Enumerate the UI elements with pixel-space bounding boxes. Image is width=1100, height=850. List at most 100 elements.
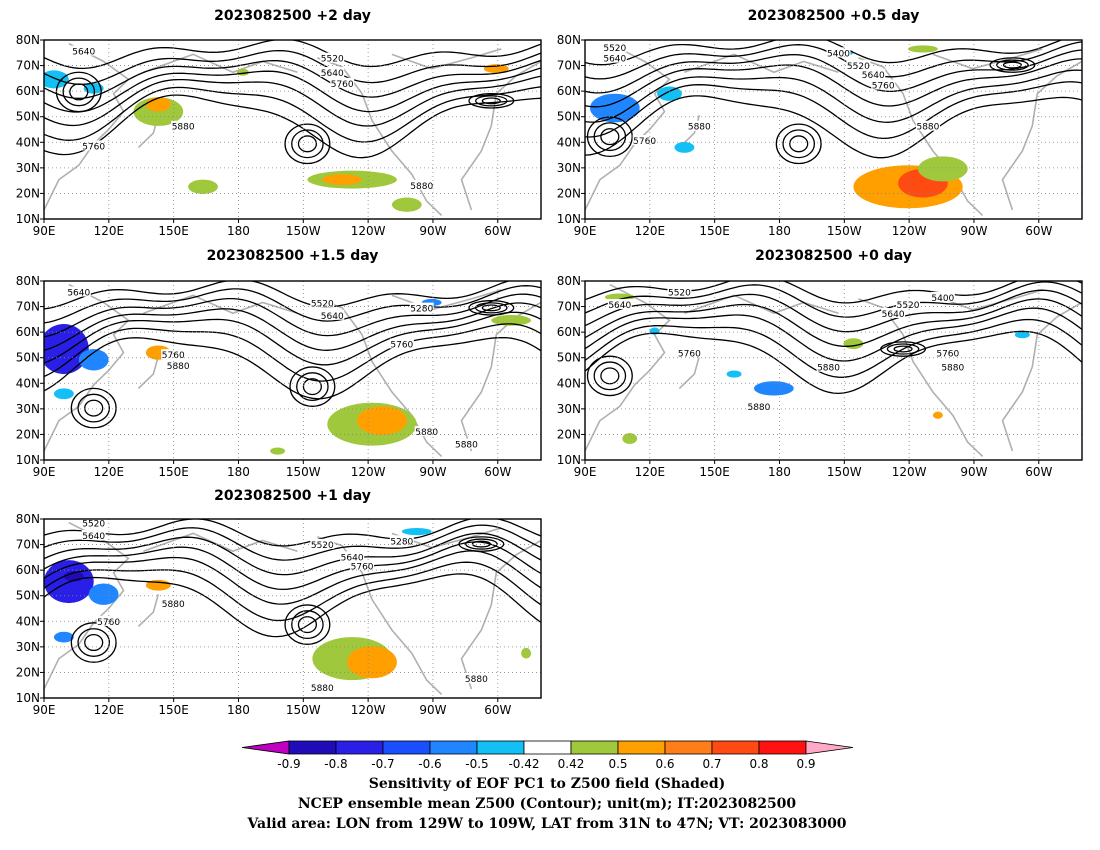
contour-label: 5280 bbox=[390, 537, 413, 547]
lon-tick-label: 120W bbox=[351, 224, 386, 238]
colorbar-swatch bbox=[288, 740, 337, 755]
gridlines bbox=[585, 281, 1082, 460]
lon-tick-label: 90E bbox=[574, 465, 597, 479]
gridlines bbox=[585, 40, 1082, 219]
contour-label: 5880 bbox=[916, 123, 939, 133]
lon-tick-label: 150W bbox=[827, 224, 862, 238]
contour-label: 5640 bbox=[321, 69, 344, 79]
sensitivity-shading bbox=[44, 298, 532, 455]
lon-tick-label: 90E bbox=[33, 224, 56, 238]
sensitivity-shading bbox=[589, 45, 968, 209]
contour-label: 5640 bbox=[67, 289, 90, 299]
contour-label: 5880 bbox=[465, 675, 488, 685]
contour-label: 5280 bbox=[410, 305, 433, 315]
lat-tick-label: 60N bbox=[557, 325, 581, 339]
lat-tick-label: 70N bbox=[16, 300, 40, 314]
colorbar-tick-label: -0.9 bbox=[277, 757, 300, 771]
contour-label: 5520 bbox=[668, 289, 691, 299]
colorbar-swatch bbox=[382, 740, 431, 755]
colorbar-swatch bbox=[617, 740, 666, 755]
contour-label: 5760 bbox=[162, 351, 185, 361]
lat-tick-label: 50N bbox=[16, 110, 40, 124]
lat-tick-label: 40N bbox=[16, 376, 40, 390]
lat-tick-label: 50N bbox=[16, 589, 40, 603]
lat-tick-label: 30N bbox=[16, 161, 40, 175]
contour-label: 5760 bbox=[678, 349, 701, 359]
lat-tick-label: 10N bbox=[16, 212, 40, 226]
colorbar-tick-label: -0.7 bbox=[371, 757, 394, 771]
panel-title: 2023082500 +0.5 day bbox=[748, 8, 920, 24]
lon-tick-label: 90E bbox=[574, 224, 597, 238]
contour-label: 5520 bbox=[311, 299, 334, 309]
caption-line: NCEP ensemble mean Z500 (Contour); unit(… bbox=[298, 796, 797, 812]
lat-tick-label: 80N bbox=[557, 274, 581, 288]
lon-tick-label: 180 bbox=[768, 224, 791, 238]
contour-label: 5640 bbox=[341, 553, 364, 563]
lon-tick-label: 90W bbox=[960, 224, 987, 238]
gridlines bbox=[44, 40, 541, 219]
panel-title: 2023082500 +1 day bbox=[214, 488, 371, 504]
colorbar-swatch bbox=[758, 740, 807, 755]
colorbar-swatch bbox=[476, 740, 525, 755]
z500-contours bbox=[44, 40, 541, 165]
contour-label: 5520 bbox=[82, 519, 105, 529]
lat-tick-label: 70N bbox=[557, 59, 581, 73]
lon-tick-label: 120E bbox=[635, 224, 666, 238]
panel-frame bbox=[43, 39, 542, 220]
lat-tick-label: 40N bbox=[557, 135, 581, 149]
contour-label: 5760 bbox=[936, 349, 959, 359]
lat-tick-label: 30N bbox=[557, 402, 581, 416]
contour-label: 5400 bbox=[827, 49, 850, 59]
lon-tick-label: 180 bbox=[227, 224, 250, 238]
lon-tick-label: 90W bbox=[419, 224, 446, 238]
contour-label: 5880 bbox=[311, 684, 334, 694]
colorbar-swatch bbox=[711, 740, 760, 755]
lon-tick-label: 180 bbox=[227, 465, 250, 479]
lon-tick-label: 150W bbox=[827, 465, 862, 479]
lon-tick-label: 60W bbox=[1025, 465, 1052, 479]
lon-tick-label: 60W bbox=[1025, 224, 1052, 238]
lat-tick-label: 20N bbox=[16, 665, 40, 679]
lat-tick-label: 30N bbox=[16, 402, 40, 416]
lat-tick-label: 50N bbox=[16, 351, 40, 365]
caption-line: Sensitivity of EOF PC1 to Z500 field (Sh… bbox=[369, 776, 725, 792]
contour-label: 5760 bbox=[351, 562, 374, 572]
lon-tick-label: 120E bbox=[94, 224, 125, 238]
z500-contours bbox=[585, 40, 1082, 165]
figure-caption: Sensitivity of EOF PC1 to Z500 field (Sh… bbox=[246, 776, 846, 832]
colorbar-swatch bbox=[805, 740, 854, 755]
lon-tick-label: 120E bbox=[94, 703, 125, 717]
lat-tick-label: 60N bbox=[557, 84, 581, 98]
panel-frame bbox=[43, 280, 542, 461]
contour-label: 5640 bbox=[862, 71, 885, 81]
lat-tick-label: 10N bbox=[557, 212, 581, 226]
contour-label: 5760 bbox=[331, 80, 354, 90]
lat-tick-label: 80N bbox=[16, 274, 40, 288]
lat-tick-label: 30N bbox=[16, 640, 40, 654]
lat-tick-label: 20N bbox=[557, 186, 581, 200]
lon-tick-label: 150E bbox=[158, 703, 189, 717]
z500-contours bbox=[44, 519, 541, 663]
contour-label: 5640 bbox=[608, 301, 631, 311]
colorbar-tick-label: 0.5 bbox=[608, 757, 627, 771]
lon-tick-label: 90W bbox=[960, 465, 987, 479]
contour-label: 5640 bbox=[82, 532, 105, 542]
lat-tick-label: 40N bbox=[16, 135, 40, 149]
contour-label: 5520 bbox=[847, 62, 870, 72]
map-panel-p0: 2023082500 +0 day56405520552054005640576… bbox=[557, 248, 1083, 479]
z500-contours bbox=[44, 281, 541, 429]
lon-tick-label: 150E bbox=[158, 465, 189, 479]
lon-tick-label: 60W bbox=[484, 703, 511, 717]
map-panel-p15: 2023082500 +1.5 day564055205640528057605… bbox=[16, 248, 542, 479]
panel-frame bbox=[584, 39, 1083, 220]
lat-tick-label: 80N bbox=[557, 33, 581, 47]
contour-label: 5880 bbox=[817, 364, 840, 374]
colorbar-tick-label: 0.9 bbox=[796, 757, 815, 771]
lon-tick-label: 120W bbox=[351, 465, 386, 479]
lon-tick-label: 120W bbox=[892, 224, 927, 238]
map-panel-p2: 2023082500 +2 day56405520564057605880576… bbox=[16, 8, 542, 238]
lat-tick-label: 70N bbox=[16, 59, 40, 73]
